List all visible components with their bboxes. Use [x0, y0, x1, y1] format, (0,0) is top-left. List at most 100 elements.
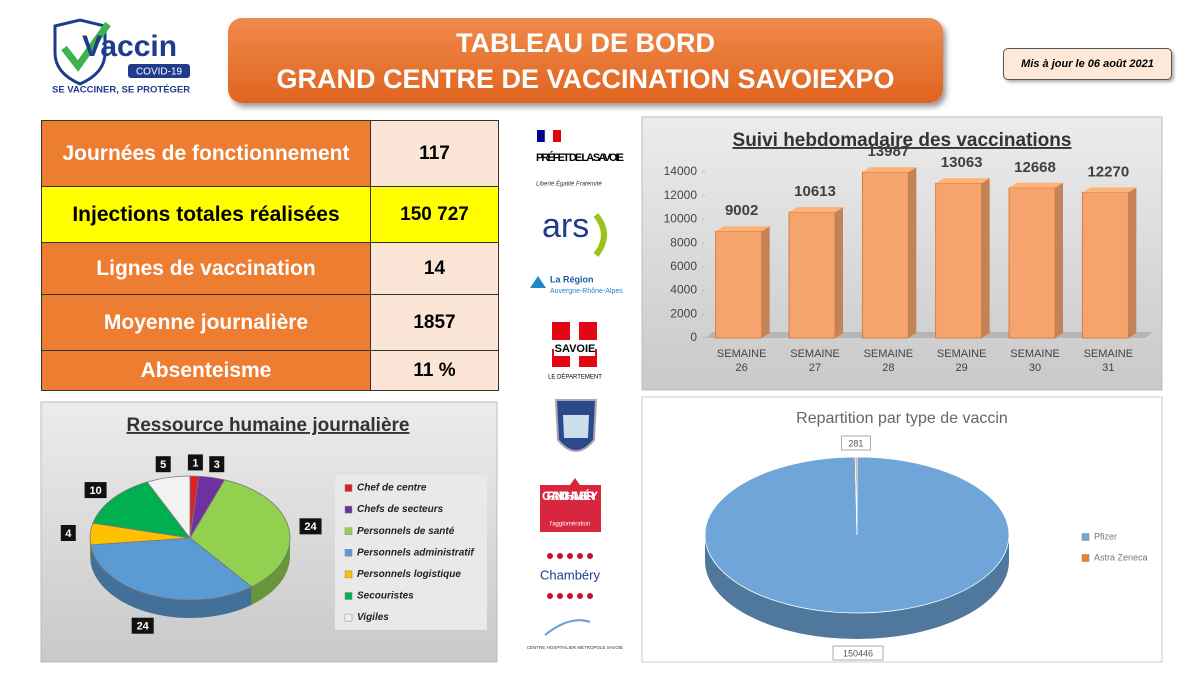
row-value: 150 727 [371, 187, 498, 242]
legend-label: Vigiles [357, 612, 389, 623]
partner: La Région [550, 274, 594, 284]
partner: LE DÉPARTEMENT [548, 374, 602, 381]
legend-label: Astra Zeneca [1094, 552, 1148, 562]
legend-swatch [344, 484, 353, 492]
title-banner: TABLEAU DE BORD GRAND CENTRE DE VACCINAT… [228, 18, 943, 103]
value-label: 10 [89, 485, 101, 497]
row-label: Absenteisme [42, 351, 371, 390]
legend-label: Personnels de santé [357, 526, 455, 537]
table-row: Lignes de vaccination 14 [42, 242, 498, 294]
y-tick-label: 0 [690, 330, 697, 344]
value-label: 3 [214, 459, 220, 471]
partner: CENTRE HOSPITALIER MÉTROPOLE SAVOIE [527, 644, 623, 650]
label-box [840, 435, 871, 451]
slice [189, 479, 291, 588]
x-tick-label: SEMAINE 29 [936, 348, 987, 374]
value-label: 10613 [794, 183, 836, 200]
row-label: Lignes de vaccination [42, 243, 371, 294]
partner-logos: PRÉFET DE LA SAVOIE Liberté Égalité Frat… [527, 129, 624, 650]
value-label: 24 [137, 621, 150, 633]
value-label: 12270 [1087, 163, 1129, 180]
chart-title: Repartition par type de vaccin [796, 410, 1008, 427]
legend-swatch [344, 592, 353, 600]
value-label: 1 [192, 457, 198, 469]
bar [1081, 192, 1129, 339]
value-label: 150446 [843, 648, 873, 658]
label-box [155, 456, 171, 473]
logo-name: Vaccin [82, 30, 177, 63]
label-box [209, 456, 225, 473]
y-tick-label: 8000 [670, 235, 697, 249]
row-value: 14 [371, 243, 498, 294]
partner: SAVOIE [555, 343, 596, 355]
slice-side [251, 538, 290, 605]
value-label: 12668 [1014, 159, 1056, 176]
bar-side [761, 226, 770, 338]
logo-graphic: Vaccin COVID-19 SE VACCINER, SE PROTÉGER [52, 18, 190, 96]
legend-swatch [344, 570, 353, 579]
slice [92, 481, 191, 539]
title-line: GRAND CENTRE DE VACCINATION SAVOIEXPO [276, 64, 895, 94]
slice-side [90, 544, 252, 618]
y-tick-label: 2000 [670, 306, 697, 320]
bar [861, 171, 909, 339]
value-label: 5 [160, 459, 166, 471]
slice [146, 475, 191, 540]
bar-side [1055, 182, 1063, 338]
legend-label: Chef de centre [357, 483, 427, 494]
value-label: 4 [65, 528, 72, 540]
value-label: 9002 [725, 202, 758, 219]
legend-swatch [344, 613, 353, 622]
label-box [60, 524, 76, 541]
partner: Liberté Égalité Fraternité [536, 181, 602, 188]
legend-label: Chefs de secteurs [357, 504, 444, 515]
label-box [832, 645, 884, 661]
table-row: Injections totales réalisées 150 727 [42, 186, 498, 242]
legend-box [335, 475, 487, 630]
label-box [84, 482, 107, 499]
bar-side [981, 178, 990, 338]
legend-swatch [1081, 533, 1090, 541]
y-tick-label: 14000 [664, 164, 698, 178]
bar-top [715, 226, 770, 232]
partner: PRÉFET DE LA SAVOIE [536, 151, 624, 164]
partner: Auvergne-Rhône-Alpes [550, 288, 623, 295]
x-tick-label: SEMAINE 26 [716, 348, 767, 374]
label-box [299, 518, 322, 535]
bar-side [908, 167, 917, 338]
legend-swatch [344, 505, 353, 514]
slice [854, 456, 858, 536]
partner: ars [542, 207, 589, 245]
x-tick-label: SEMAINE 30 [1010, 348, 1060, 374]
logo: Vaccin COVID-19 SE VACCINER, SE PROTÉGER [50, 18, 200, 98]
row-value: 117 [371, 121, 498, 186]
legend-label: Pfizer [1094, 531, 1117, 541]
y-tick-label: 12000 [664, 188, 698, 202]
row-label: Moyenne journalière [42, 295, 371, 350]
slice-side [705, 535, 1009, 639]
y-tick-label: 4000 [670, 283, 697, 297]
value-label: 24 [304, 521, 317, 533]
value-label: 13063 [941, 154, 983, 171]
row-label: Injections totales réalisées [42, 187, 371, 242]
partner: GRAND CHAMBÉRY [542, 488, 598, 503]
table-row: Journées de fonctionnement 117 [42, 121, 498, 186]
update-date: Mis à jour le 06 août 2021 [1003, 48, 1172, 80]
row-label: Journées de fonctionnement [42, 121, 371, 186]
value-label: 13987 [867, 143, 909, 160]
bar-top [789, 207, 843, 213]
bar [788, 211, 836, 339]
logo-slogan: SE VACCINER, SE PROTÉGER [52, 85, 190, 96]
x-tick-label: SEMAINE 31 [1083, 348, 1134, 374]
legend-swatch [344, 527, 353, 535]
label-box [187, 454, 203, 471]
bar-top [862, 167, 917, 173]
stats-table: Journées de fonctionnement 117 Injections… [41, 120, 499, 391]
bar-top [1009, 182, 1063, 188]
row-value: 11 % [371, 351, 498, 390]
logo-badge: COVID-19 [136, 67, 183, 78]
partner: Chambéry [540, 567, 600, 582]
bar-side [835, 207, 843, 338]
bar [935, 182, 983, 339]
